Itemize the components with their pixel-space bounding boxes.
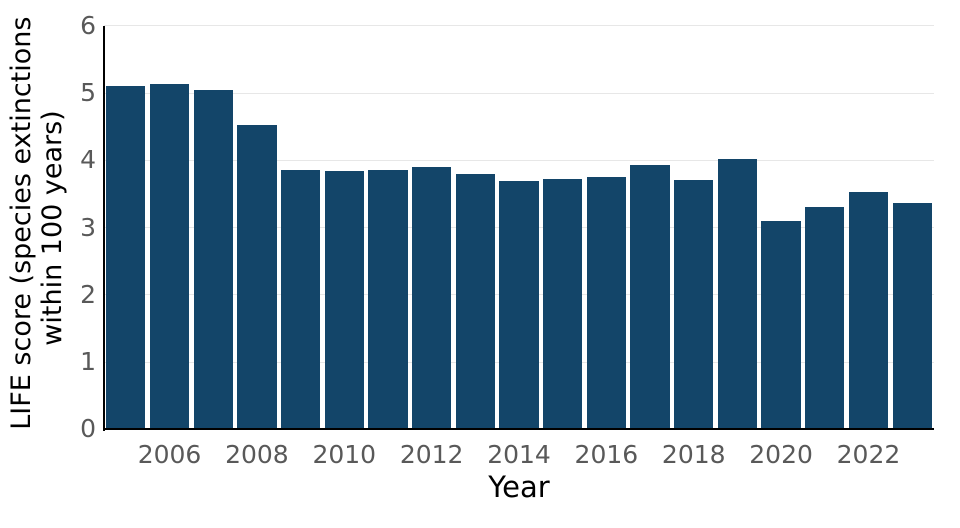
bar-2019 bbox=[717, 159, 758, 430]
y-tick-label-5: 5 bbox=[80, 78, 96, 108]
x-axis-title: Year bbox=[488, 470, 550, 505]
y-tick-label-6: 6 bbox=[80, 10, 96, 40]
bar-2009 bbox=[280, 169, 321, 430]
x-tick-label-2016: 2016 bbox=[574, 440, 639, 470]
bar-2011 bbox=[368, 170, 408, 430]
y-axis-title-line1: LIFE score (species extinctions bbox=[6, 16, 37, 430]
bar-2017 bbox=[630, 165, 670, 430]
gridline-y4 bbox=[104, 159, 934, 161]
bar-2010 bbox=[324, 171, 364, 430]
y-tick-label-0: 0 bbox=[80, 414, 96, 444]
y-tick-label-1: 1 bbox=[80, 347, 96, 377]
bar-2014 bbox=[499, 180, 539, 430]
x-axis-spine bbox=[102, 428, 934, 431]
bar-2021 bbox=[805, 207, 845, 430]
bar-2023 bbox=[892, 203, 932, 430]
gridline-y6 bbox=[104, 25, 934, 27]
bar-2006 bbox=[149, 84, 190, 430]
x-tick-label-2012: 2012 bbox=[399, 440, 464, 470]
y-tick-label-4: 4 bbox=[80, 145, 96, 175]
y-axis-spine bbox=[102, 25, 105, 432]
bar-2015 bbox=[543, 179, 583, 430]
x-tick-label-2006: 2006 bbox=[137, 440, 202, 470]
bar-2018 bbox=[674, 179, 714, 430]
bar-2016 bbox=[586, 176, 627, 430]
y-tick-label-3: 3 bbox=[80, 212, 96, 242]
x-tick-label-2010: 2010 bbox=[312, 440, 377, 470]
bar-2020 bbox=[761, 220, 801, 430]
bar-2012 bbox=[411, 167, 452, 430]
bar-2013 bbox=[455, 173, 495, 430]
y-tick-label-2: 2 bbox=[80, 279, 96, 309]
bar-2008 bbox=[237, 125, 277, 430]
bar-2005 bbox=[106, 86, 146, 430]
bar-2007 bbox=[193, 89, 233, 430]
x-tick-label-2014: 2014 bbox=[487, 440, 551, 470]
x-tick-label-2022: 2022 bbox=[836, 440, 901, 470]
x-tick-label-2018: 2018 bbox=[661, 440, 726, 470]
gridline-y5 bbox=[104, 92, 934, 94]
x-tick-label-2008: 2008 bbox=[225, 440, 289, 470]
x-tick-label-2020: 2020 bbox=[749, 440, 813, 470]
bar-2022 bbox=[848, 192, 889, 430]
